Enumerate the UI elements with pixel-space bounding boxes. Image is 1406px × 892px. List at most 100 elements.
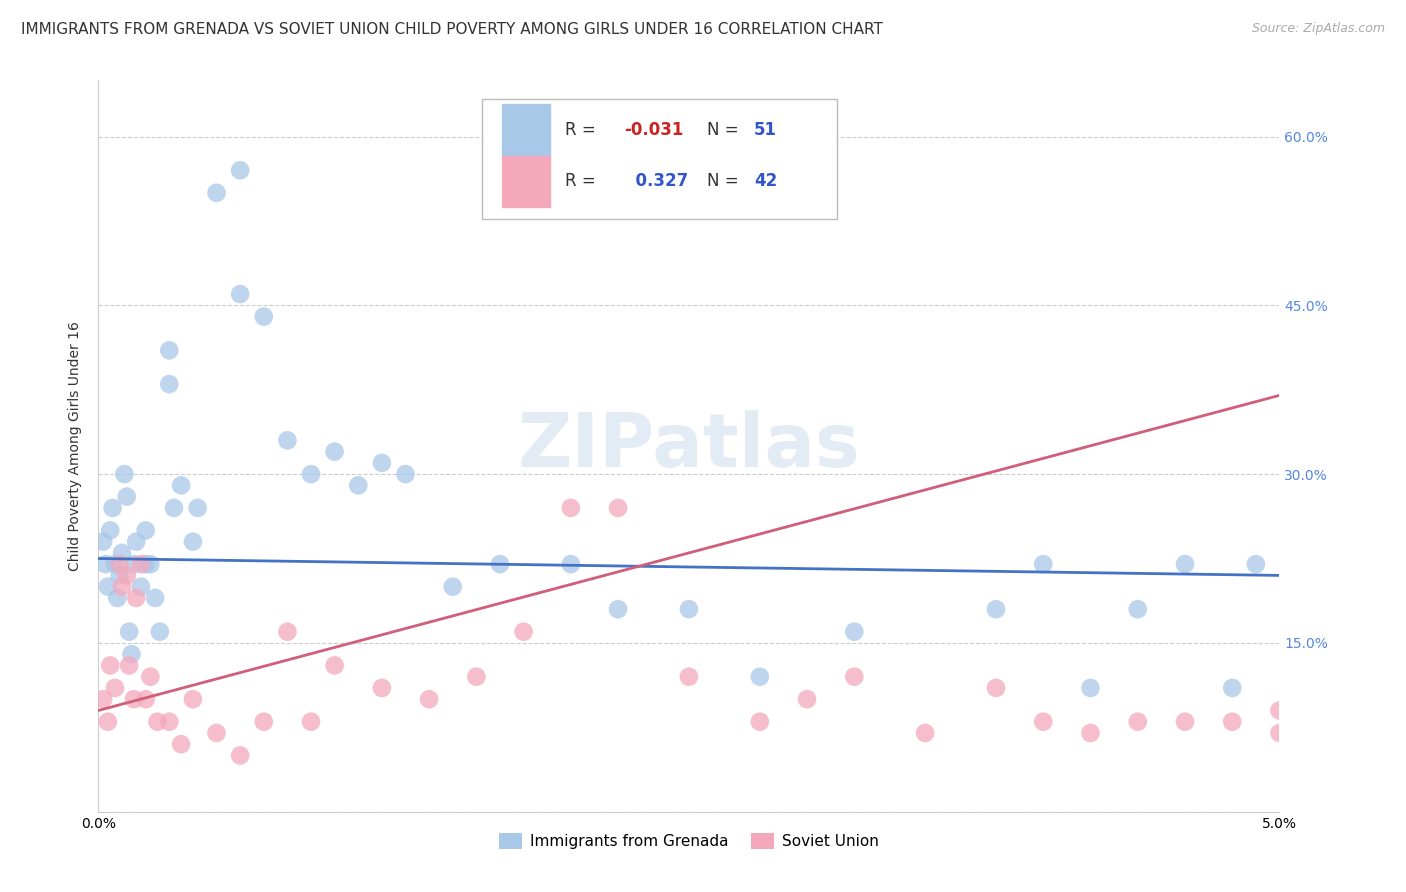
Point (276, 624, 298, 639)
Point (115, 490, 138, 504)
Point (748, 714, 770, 729)
Point (205, 726, 228, 740)
Point (1126, 714, 1149, 729)
Text: R =: R = (565, 121, 600, 139)
Point (441, 580, 464, 594)
Point (111, 580, 134, 594)
Point (465, 670, 488, 684)
Point (394, 467, 416, 482)
Point (146, 714, 169, 729)
Point (143, 591, 166, 605)
Point (170, 737, 193, 751)
Bar (502, 155, 550, 207)
Text: 42: 42 (754, 172, 778, 190)
Point (135, 692, 157, 706)
FancyBboxPatch shape (482, 99, 837, 219)
Point (1174, 557, 1197, 571)
Point (135, 557, 157, 571)
Point (97, 580, 120, 594)
Point (914, 726, 936, 740)
Point (91, 534, 114, 549)
Point (253, 714, 276, 729)
Point (1268, 703, 1291, 717)
Point (111, 546, 134, 560)
Point (1032, 557, 1054, 571)
Text: -0.031: -0.031 (624, 121, 683, 139)
Point (253, 310, 276, 324)
Legend: Immigrants from Grenada, Soviet Union: Immigrants from Grenada, Soviet Union (494, 827, 884, 855)
Point (125, 534, 148, 549)
Point (181, 534, 204, 549)
Point (323, 658, 346, 673)
Point (229, 287, 252, 301)
Point (115, 568, 138, 582)
Point (1080, 681, 1102, 695)
Point (844, 624, 866, 639)
Point (139, 557, 162, 571)
Point (205, 186, 228, 200)
Point (105, 591, 128, 605)
Text: N =: N = (707, 121, 744, 139)
Point (512, 624, 534, 639)
Point (984, 681, 1007, 695)
Point (371, 681, 394, 695)
Point (1244, 557, 1267, 571)
Point (418, 692, 440, 706)
Point (984, 602, 1007, 616)
Point (678, 602, 700, 616)
Bar (502, 104, 550, 155)
Point (104, 557, 127, 571)
Point (560, 500, 582, 515)
Point (187, 500, 209, 515)
Point (157, 343, 180, 358)
Point (607, 500, 630, 515)
Point (170, 478, 193, 492)
Point (129, 580, 152, 594)
Text: 0.327: 0.327 (624, 172, 688, 190)
Point (98, 658, 121, 673)
Point (371, 456, 394, 470)
Point (129, 557, 152, 571)
Point (112, 467, 135, 482)
Point (1220, 681, 1243, 695)
Text: 51: 51 (754, 121, 778, 139)
Y-axis label: Child Poverty Among Girls Under 16: Child Poverty Among Girls Under 16 (69, 321, 83, 571)
Point (139, 670, 162, 684)
Point (796, 692, 818, 706)
Text: N =: N = (707, 172, 744, 190)
Point (1032, 714, 1054, 729)
Point (323, 444, 346, 458)
Point (122, 557, 145, 571)
Point (108, 568, 131, 582)
Point (163, 500, 186, 515)
Point (844, 670, 866, 684)
Point (1126, 602, 1149, 616)
Point (97, 714, 120, 729)
Point (229, 748, 252, 763)
Point (94, 557, 117, 571)
Point (91, 692, 114, 706)
Point (108, 557, 131, 571)
Point (98, 524, 121, 538)
Point (157, 714, 180, 729)
Point (104, 681, 127, 695)
Point (118, 658, 141, 673)
Point (299, 467, 322, 482)
Point (229, 163, 252, 178)
Point (157, 377, 180, 392)
Point (347, 478, 370, 492)
Point (125, 591, 148, 605)
Point (1220, 714, 1243, 729)
Point (121, 647, 143, 661)
Point (1174, 714, 1197, 729)
Text: ZIPatlas: ZIPatlas (517, 409, 860, 483)
Point (560, 557, 582, 571)
Point (299, 714, 322, 729)
Point (748, 670, 770, 684)
Text: R =: R = (565, 172, 600, 190)
Point (1080, 726, 1102, 740)
Point (489, 557, 512, 571)
Text: IMMIGRANTS FROM GRENADA VS SOVIET UNION CHILD POVERTY AMONG GIRLS UNDER 16 CORRE: IMMIGRANTS FROM GRENADA VS SOVIET UNION … (21, 22, 883, 37)
Point (118, 624, 141, 639)
Point (149, 624, 172, 639)
